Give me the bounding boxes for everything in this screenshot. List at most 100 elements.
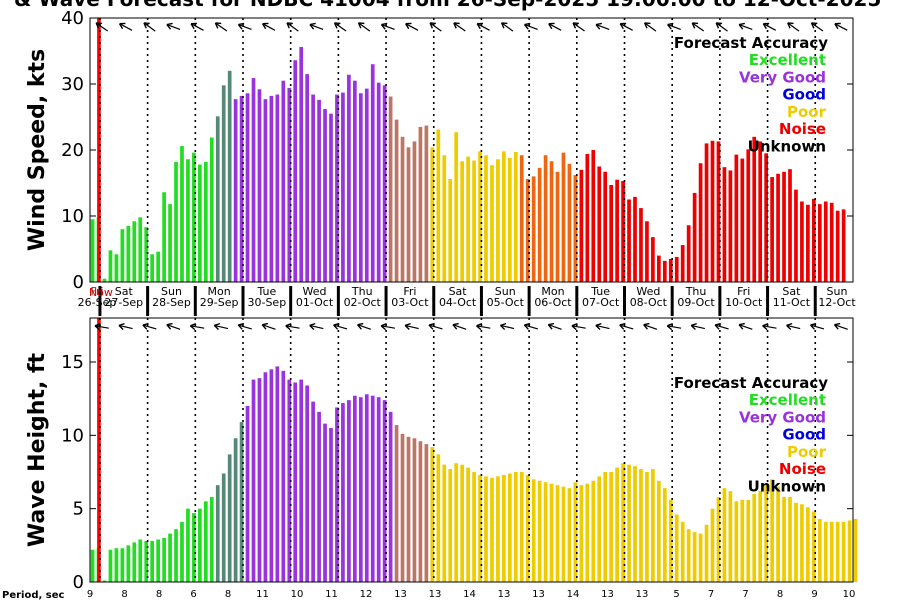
wave-period-axis: Period, sec 9 8 8 6 8 11 10 11 12 13 13 14 13 13 14 13 1… [2, 589, 855, 600]
wind-speed-bar-64 [472, 160, 476, 282]
date-label-13: 09-Oct [677, 296, 715, 309]
wave-height-y-ticks: 0 5 10 15 [61, 352, 853, 593]
wind-speed-bar-103 [704, 143, 709, 282]
direction-arrow-icon [595, 22, 610, 30]
wave-height-bar-102 [698, 533, 703, 582]
wave-height-bar-126 [841, 521, 846, 582]
wave-height-bar-107 [728, 491, 733, 582]
direction-arrow-shaft [834, 324, 848, 330]
wave-height-bar-76 [543, 482, 548, 582]
direction-arrow-icon [404, 322, 419, 330]
wave-height-bar-110 [746, 499, 751, 582]
direction-arrow-head [691, 22, 699, 29]
wind-speed-bar-86 [603, 171, 608, 282]
day-label-12: Wed [636, 285, 660, 298]
y-tick-label: 30 [61, 74, 84, 95]
wave-height-bar-79 [561, 486, 566, 582]
direction-arrow-icon [213, 322, 229, 330]
wind-speed-bar-59 [442, 155, 447, 282]
wave-height-bar-86 [603, 472, 608, 582]
direction-arrow-icon [690, 322, 705, 330]
direction-arrow-head [690, 322, 697, 330]
date-label-8: 04-Oct [439, 296, 477, 309]
wind-speed-bar-76 [543, 155, 548, 282]
wind-speed-bar-40 [329, 113, 333, 282]
wave-height-bar-32 [281, 370, 286, 582]
wave-height-bar-35 [299, 379, 304, 582]
legend-item-noise: Noise [779, 460, 826, 478]
direction-arrow-icon [833, 322, 848, 330]
wind-speed-bar-11 [156, 251, 160, 282]
wave-height-bar-103 [704, 524, 709, 582]
legend-item-excellent: Excellent [749, 391, 826, 409]
direction-arrow-head [762, 323, 769, 331]
wave-height-panel: 0 5 10 15 Wave Height, ft Forecast Accuracy… [25, 317, 858, 593]
direction-arrow-head [261, 322, 269, 330]
direction-arrow-icon [189, 323, 205, 331]
wave-height-bar-28 [257, 378, 262, 582]
wave-height-bar-44 [353, 395, 357, 582]
period-value-20: 8 [777, 589, 783, 600]
direction-arrow-shaft [691, 324, 705, 330]
period-value-5: 11 [256, 589, 269, 600]
direction-arrow-head [571, 323, 578, 331]
period-value-19: 7 [742, 589, 748, 600]
legend-item-poor: Poor [787, 103, 827, 121]
wave-height-bar-69 [502, 474, 506, 582]
direction-arrow-head [429, 22, 436, 29]
direction-arrow-icon [237, 322, 252, 330]
wave-height-bar-116 [782, 496, 786, 582]
legend-item-noise: Noise [779, 120, 826, 138]
y-tick-label: 40 [61, 8, 84, 29]
wind-speed-bar-90 [627, 199, 631, 282]
wind-speed-bar-50 [388, 96, 393, 282]
direction-arrow-icon [285, 323, 300, 331]
wave-height-y-axis-label: Wave Height, ft [25, 352, 50, 547]
day-label-7: Fri [403, 285, 416, 298]
direction-arrow-icon [691, 22, 705, 32]
wind-speed-bar-25 [239, 95, 244, 282]
direction-arrow-shaft [620, 23, 633, 31]
wave-height-bar-37 [311, 401, 315, 582]
date-label-15: 11-Oct [773, 296, 811, 309]
wind-speed-bar-67 [490, 165, 494, 282]
direction-arrow-icon [143, 22, 156, 32]
wave-height-bar-24 [233, 438, 238, 582]
wind-speed-bar-56 [424, 125, 429, 282]
wave-height-bar-98 [674, 514, 679, 582]
day-label-9: Sun [495, 285, 516, 298]
direction-arrow-icon [738, 22, 753, 30]
day-separator-14 [718, 286, 722, 316]
date-label-9: 05-Oct [487, 296, 525, 309]
wave-height-bar-74 [531, 479, 536, 582]
wind-speed-bar-87 [609, 184, 614, 282]
wave-height-bar-19 [203, 501, 208, 582]
direction-arrow-icon [214, 22, 228, 32]
direction-arrow-icon [237, 22, 252, 30]
date-label-7: 03-Oct [391, 296, 429, 309]
direction-arrow-shaft [215, 22, 228, 32]
legend-item-very-good: Very Good [739, 408, 826, 426]
wave-height-bar-42 [341, 403, 345, 582]
wave-height-bar-120 [806, 507, 810, 582]
direction-arrow-icon [94, 323, 109, 331]
wind-speed-bar-121 [811, 198, 816, 282]
direction-arrow-shaft [571, 325, 586, 329]
legend-item-poor: Poor [787, 443, 827, 461]
wind-speed-bar-2 [102, 278, 107, 282]
wind-speed-bar-106 [722, 167, 727, 282]
wave-height-bar-77 [549, 483, 554, 582]
direction-arrow-head [262, 22, 269, 30]
direction-arrow-shaft [262, 23, 276, 31]
direction-arrow-shaft [595, 24, 610, 30]
wave-height-bar-25 [239, 422, 244, 582]
y-tick-label: 5 [73, 499, 84, 520]
wind-speed-bar-77 [549, 161, 554, 282]
direction-arrow-head [500, 22, 508, 29]
wind-speed-bar-16 [186, 159, 190, 282]
direction-arrow-icon [380, 22, 395, 30]
wind-speed-bar-62 [460, 161, 464, 282]
wave-height-bar-122 [817, 518, 822, 582]
wave-height-bar-39 [323, 423, 327, 582]
